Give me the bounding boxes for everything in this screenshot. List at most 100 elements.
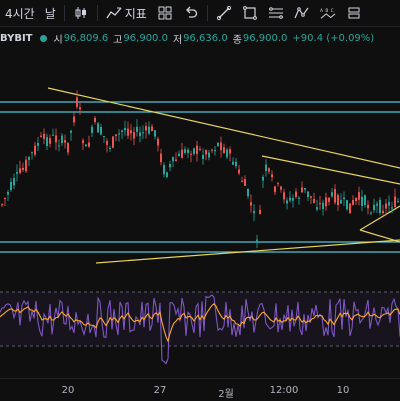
day-interval-button[interactable]: 날 <box>40 0 61 26</box>
indicators-icon <box>106 5 122 21</box>
candle-body <box>190 153 192 155</box>
trendline <box>95 239 400 264</box>
candle-body <box>397 201 399 203</box>
candle-body <box>1 204 3 206</box>
candle-body <box>298 197 300 199</box>
market-status-dot <box>40 34 48 42</box>
candle-body <box>361 196 363 206</box>
rsi-pane[interactable] <box>0 291 400 365</box>
candle-body <box>232 161 234 165</box>
candle-body <box>130 130 132 134</box>
candle-body <box>391 207 393 209</box>
trendline <box>47 87 400 169</box>
candle-body <box>364 195 366 206</box>
candle-body <box>349 203 351 214</box>
candle-body <box>34 145 36 155</box>
candle-body <box>226 149 228 158</box>
pattern-tool-button[interactable] <box>289 0 315 26</box>
candle-body <box>217 142 219 147</box>
candle-body <box>259 209 261 215</box>
line-tool-button[interactable] <box>211 0 237 26</box>
trendline <box>359 229 400 243</box>
candle-body <box>64 140 66 143</box>
candle-body <box>118 133 120 135</box>
layout-button[interactable] <box>152 0 178 26</box>
change-value: +90.4 (+0.09%) <box>292 32 375 44</box>
candle-body <box>37 142 39 146</box>
candle-body <box>49 138 51 144</box>
candle-body <box>379 199 381 214</box>
candle-body <box>319 203 321 205</box>
indicators-button[interactable]: 지표 <box>101 0 152 26</box>
candle-body <box>52 134 54 136</box>
svg-text:B: B <box>325 8 328 14</box>
candle-body <box>22 167 24 170</box>
candle-body <box>208 152 210 158</box>
candle-body <box>175 159 177 161</box>
candle-body <box>4 198 6 200</box>
candle-body <box>160 153 162 163</box>
candle-body <box>16 172 18 174</box>
candle-body <box>133 132 135 139</box>
candle-body <box>67 142 69 153</box>
candle-body <box>250 202 252 206</box>
candle-body <box>196 145 198 154</box>
candle-body <box>337 195 339 206</box>
price-chart[interactable] <box>0 46 400 378</box>
divider <box>206 5 208 21</box>
candle-body <box>346 200 348 210</box>
candle-body <box>148 126 150 134</box>
candles-style-button[interactable] <box>68 0 94 26</box>
time-tick-label: 20 <box>61 385 75 396</box>
candle-body <box>313 199 315 203</box>
rsi-ma-line <box>0 303 400 343</box>
undo-icon <box>183 5 199 21</box>
candle-body <box>253 211 255 214</box>
candle-body <box>262 176 264 181</box>
candle-body <box>283 192 285 200</box>
candle-body <box>331 192 333 197</box>
fib-tool-button[interactable] <box>263 0 289 26</box>
exchange-label[interactable]: BYBIT <box>0 32 33 44</box>
candle-body <box>244 179 246 186</box>
rectangle-tool-button[interactable] <box>237 0 263 26</box>
candle-body <box>97 123 99 133</box>
candle-body <box>385 203 387 209</box>
candle-body <box>277 183 279 185</box>
candle-body <box>25 159 27 172</box>
candle-body <box>289 197 291 201</box>
candle-body <box>145 126 147 131</box>
undo-button[interactable] <box>178 0 204 26</box>
candle-body <box>199 148 201 150</box>
candle-body <box>166 172 168 177</box>
candle-body <box>370 212 372 214</box>
time-axis[interactable]: 20 27 2월 12:00 10 <box>0 378 400 401</box>
candle-body <box>61 135 63 144</box>
interval-label: 4시간 <box>5 6 35 21</box>
price-pane[interactable] <box>0 87 400 264</box>
candle-body <box>373 204 375 211</box>
long-position-button[interactable] <box>341 0 367 26</box>
candle-body <box>121 130 123 132</box>
candle-body <box>367 204 369 209</box>
candle-body <box>157 138 159 146</box>
interval-selector[interactable]: 4시간 <box>0 0 40 26</box>
rectangle-tool-icon <box>242 5 258 21</box>
candle-body <box>241 180 243 182</box>
candle-body <box>178 153 180 157</box>
candle-body <box>286 200 288 204</box>
candle-body <box>271 174 273 178</box>
candle-body <box>127 128 129 136</box>
candle-body <box>40 135 42 137</box>
day-label: 날 <box>44 6 56 21</box>
rsi-line <box>0 294 400 365</box>
candle-body <box>19 168 21 173</box>
candle-body <box>142 132 144 134</box>
close-label: 종 <box>232 34 242 46</box>
candle-body <box>13 178 15 186</box>
candle-body <box>73 116 75 123</box>
symbol-legend: BYBIT 시 96,809.6 고 96,900.0 저 96,636.0 종… <box>0 30 379 46</box>
long-position-icon <box>346 5 362 21</box>
candle-body <box>31 152 33 154</box>
